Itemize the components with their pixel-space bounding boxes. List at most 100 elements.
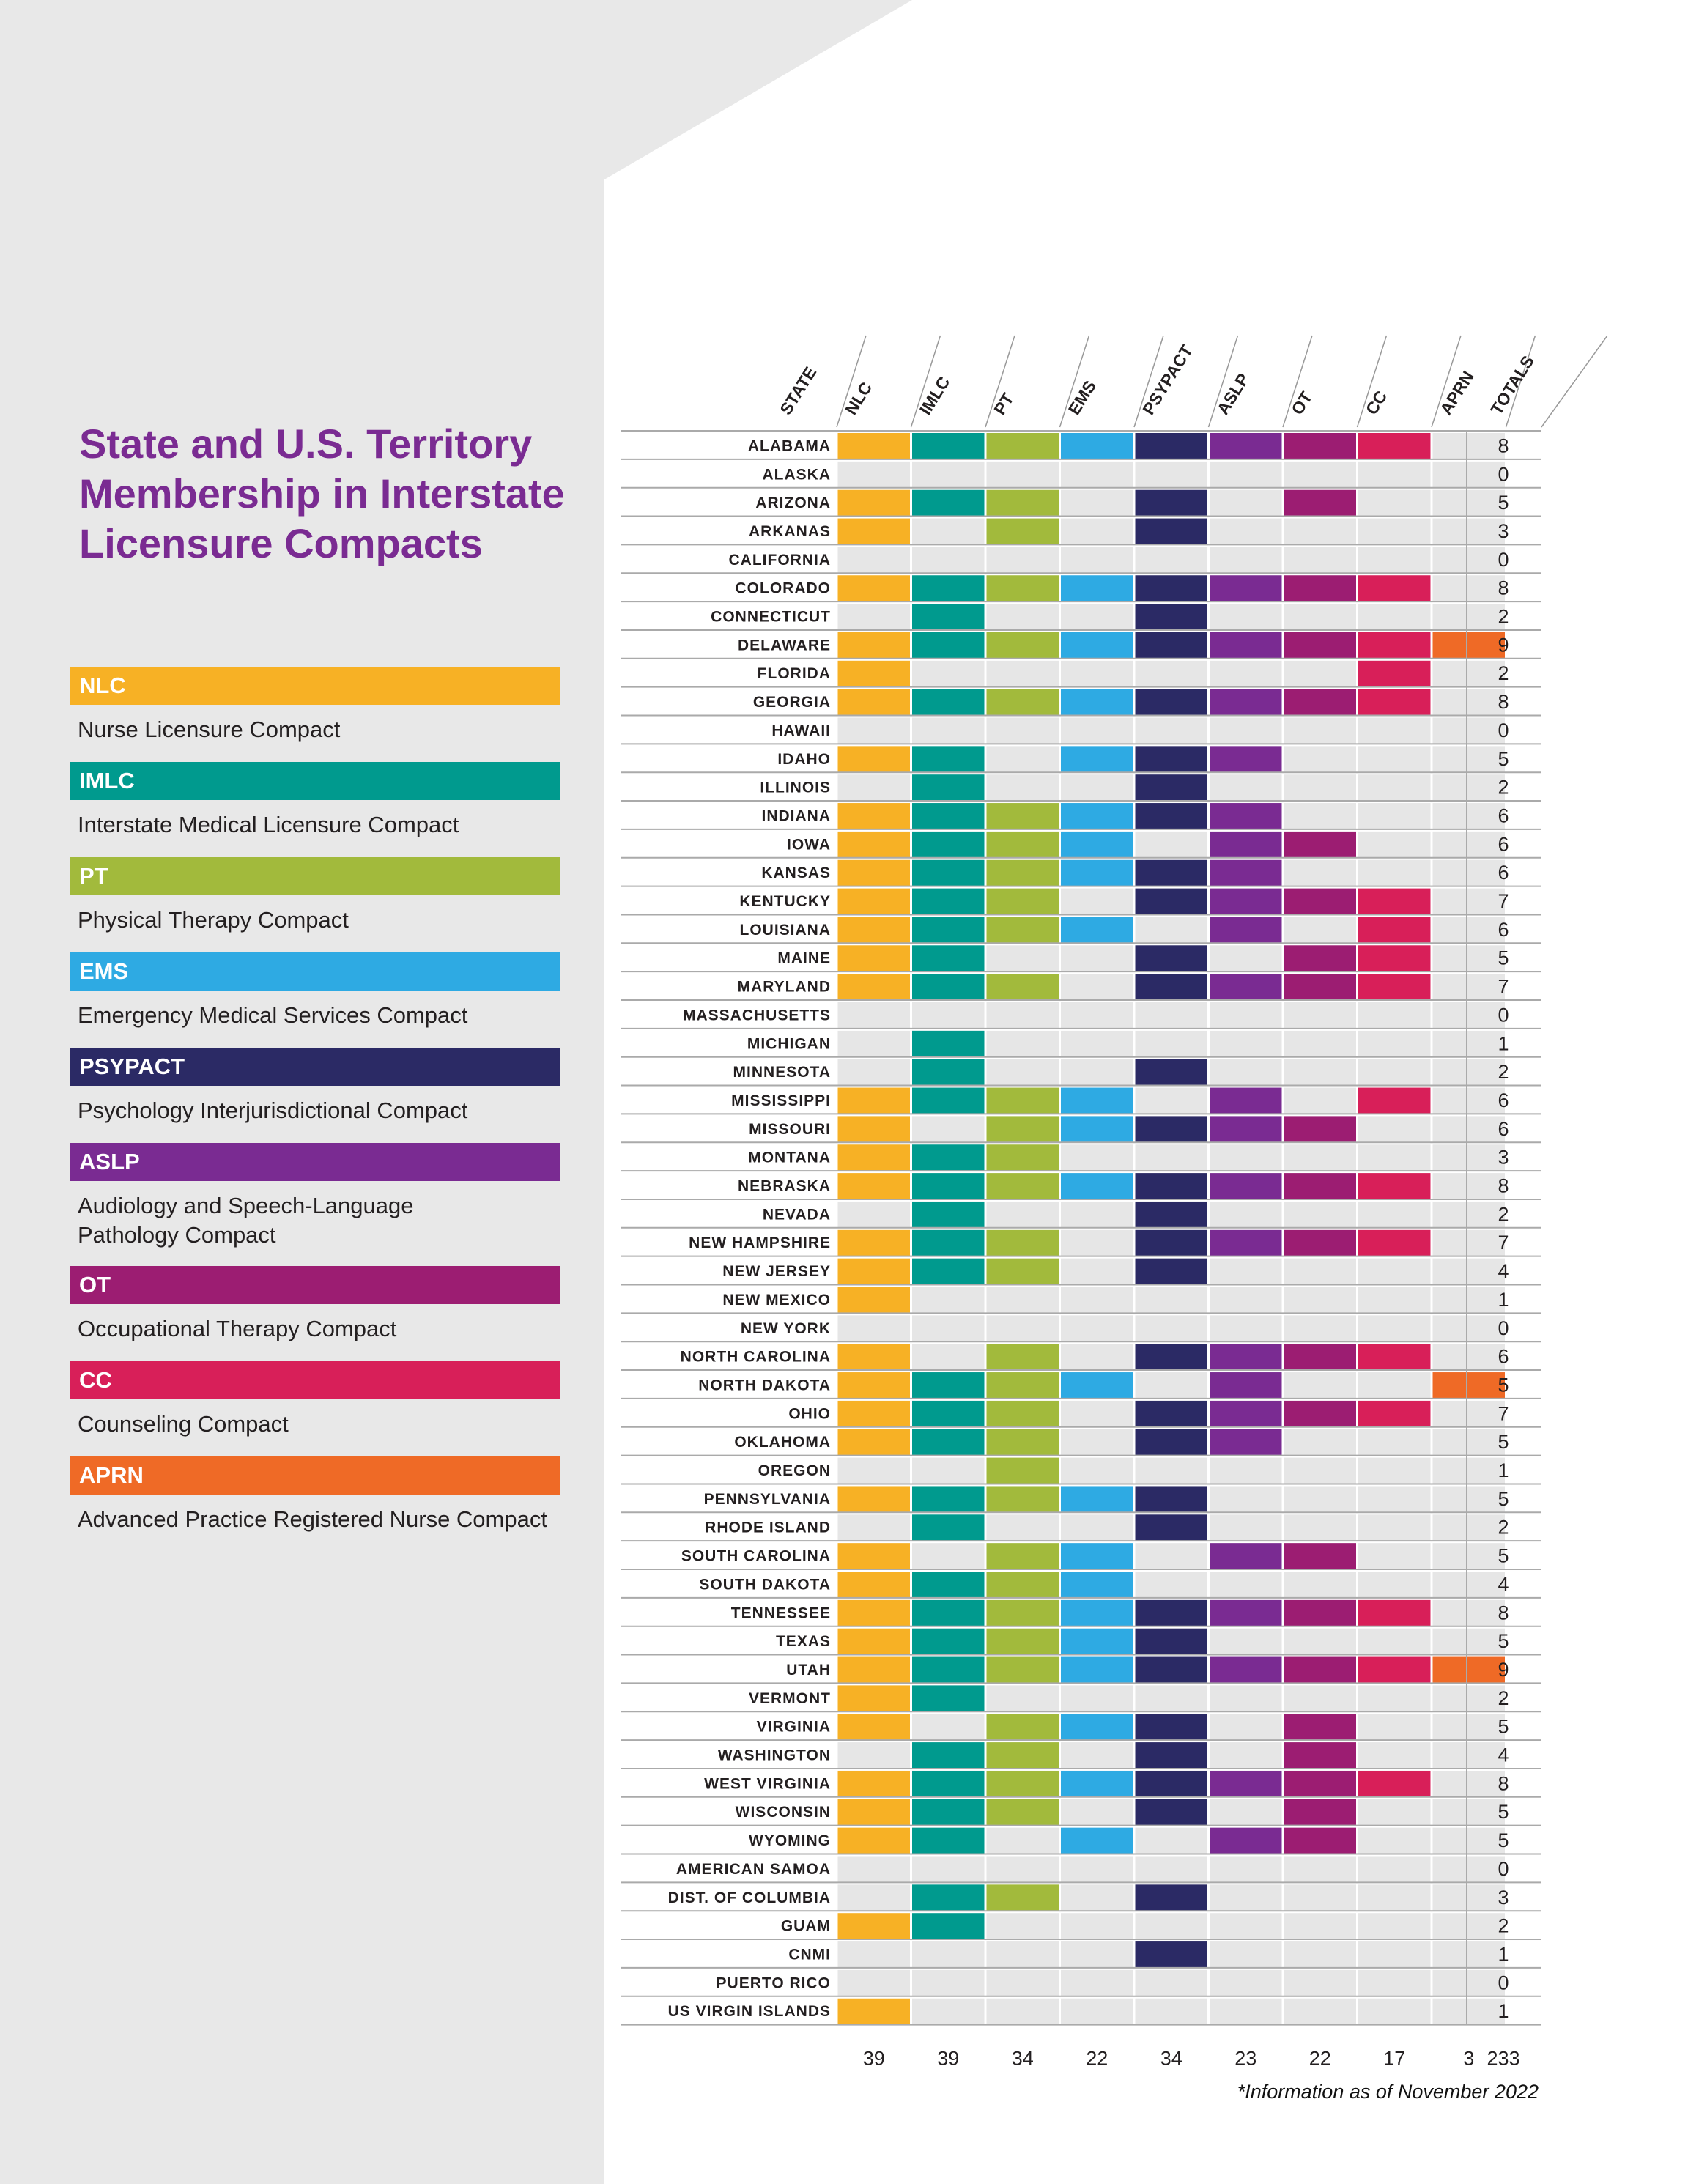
legend-swatch-aslp: ASLP <box>70 1143 560 1181</box>
cell-dist-of-columbia-nlc <box>837 1884 910 1911</box>
cell-texas-aslp <box>1210 1628 1282 1655</box>
row-label-ohio: OHIO <box>788 1405 831 1422</box>
cell-iowa-aslp <box>1210 831 1282 858</box>
header-divider <box>1541 335 1608 428</box>
cell-montana-cc <box>1358 1144 1431 1171</box>
cell-south-carolina-psypact <box>1135 1543 1207 1569</box>
cell-alabama-pt <box>986 433 1059 459</box>
legend-swatch-pt: PT <box>70 857 560 895</box>
cell-american-samoa-aprn <box>1432 1856 1505 1883</box>
cell-maryland-nlc <box>837 974 910 1000</box>
row-label-rhode-island: RHODE ISLAND <box>705 1519 831 1536</box>
cell-wyoming-pt <box>986 1827 1059 1854</box>
cell-wisconsin-cc <box>1358 1799 1431 1826</box>
cell-missouri-imlc <box>912 1116 985 1143</box>
header-label-state: STATE <box>776 363 820 418</box>
cell-american-samoa-aslp <box>1210 1856 1282 1883</box>
row-total-cnmi: 1 <box>1498 1943 1509 1965</box>
cell-georgia-aprn <box>1432 689 1505 716</box>
cell-maryland-ems <box>1061 974 1133 1000</box>
cell-arizona-aslp <box>1210 489 1282 517</box>
cell-puerto-rico-psypact <box>1135 1969 1207 1996</box>
cell-west-virginia-nlc <box>837 1770 910 1797</box>
cell-illinois-aprn <box>1432 774 1505 802</box>
cell-guam-imlc <box>912 1913 985 1940</box>
header-divider <box>985 335 1015 428</box>
cell-arizona-nlc <box>837 489 910 517</box>
cell-wisconsin-ot <box>1284 1799 1356 1826</box>
cell-nebraska-aslp <box>1210 1173 1282 1199</box>
row-total-new-hampshire: 7 <box>1498 1232 1509 1254</box>
cell-pennsylvania-ot <box>1284 1486 1356 1513</box>
cell-west-virginia-aslp <box>1210 1770 1282 1797</box>
cell-indiana-ot <box>1284 803 1356 829</box>
header-label-psypact: PSYPACT <box>1139 341 1196 418</box>
row-label-colorado: COLORADO <box>736 580 832 597</box>
row-total-idaho: 5 <box>1498 748 1509 770</box>
cell-tennessee-ot <box>1284 1599 1356 1626</box>
cell-new-hampshire-aprn <box>1432 1229 1505 1256</box>
cell-new-jersey-aprn <box>1432 1258 1505 1285</box>
cell-mississippi-ot <box>1284 1087 1356 1114</box>
cell-wisconsin-pt <box>986 1799 1059 1826</box>
cell-us-virgin-islands-aprn <box>1432 1998 1505 2025</box>
cell-connecticut-psypact <box>1135 604 1207 630</box>
cell-new-hampshire-ems <box>1061 1229 1133 1256</box>
cell-indiana-pt <box>986 803 1059 829</box>
cell-montana-imlc <box>912 1144 985 1171</box>
cell-hawaii-cc <box>1358 717 1431 744</box>
row-label-michigan: MICHIGAN <box>747 1035 831 1052</box>
cell-guam-nlc <box>837 1913 910 1940</box>
cell-alabama-aprn <box>1432 433 1505 459</box>
cell-virginia-imlc <box>912 1714 985 1741</box>
cell-florida-imlc <box>912 660 985 687</box>
cell-oregon-imlc <box>912 1457 985 1484</box>
row-total-kansas: 6 <box>1498 862 1509 884</box>
cell-pennsylvania-pt <box>986 1486 1059 1513</box>
row-label-vermont: VERMONT <box>749 1690 831 1707</box>
cell-colorado-aprn <box>1432 575 1505 602</box>
cell-nevada-pt <box>986 1201 1059 1228</box>
cell-hawaii-imlc <box>912 717 985 744</box>
cell-new-mexico-ems <box>1061 1287 1133 1314</box>
cell-hawaii-aprn <box>1432 717 1505 744</box>
cell-oregon-aprn <box>1432 1457 1505 1484</box>
cell-oklahoma-psypact <box>1135 1429 1207 1456</box>
cell-idaho-aprn <box>1432 746 1505 773</box>
cell-arkanas-cc <box>1358 518 1431 545</box>
row-total-alabama: 8 <box>1498 434 1509 456</box>
cell-connecticut-ems <box>1061 604 1133 630</box>
cell-louisiana-ems <box>1061 917 1133 944</box>
cell-rhode-island-aprn <box>1432 1514 1505 1541</box>
cell-south-carolina-cc <box>1358 1543 1431 1569</box>
cell-montana-psypact <box>1135 1144 1207 1171</box>
cell-colorado-ems <box>1061 575 1133 602</box>
cell-alaska-aslp <box>1210 461 1282 488</box>
cell-nebraska-cc <box>1358 1173 1431 1199</box>
cell-virginia-cc <box>1358 1714 1431 1741</box>
cell-tennessee-pt <box>986 1599 1059 1626</box>
row-total-rhode-island: 2 <box>1498 1517 1509 1539</box>
cell-alabama-ems <box>1061 433 1133 459</box>
cell-kentucky-cc <box>1358 888 1431 915</box>
cell-utah-ot <box>1284 1656 1356 1684</box>
cell-wyoming-aprn <box>1432 1827 1505 1854</box>
cell-michigan-psypact <box>1135 1030 1207 1057</box>
cell-minnesota-aprn <box>1432 1059 1505 1086</box>
cell-north-carolina-imlc <box>912 1344 985 1371</box>
cell-arkanas-ems <box>1061 518 1133 545</box>
cell-colorado-psypact <box>1135 575 1207 602</box>
cell-missouri-aslp <box>1210 1116 1282 1143</box>
cell-maine-pt <box>986 945 1059 972</box>
row-label-alaska: ALASKA <box>763 466 832 483</box>
cell-arizona-ems <box>1061 489 1133 517</box>
legend: NLC Nurse Licensure Compact IMLC Interst… <box>70 667 560 1552</box>
row-total-minnesota: 2 <box>1498 1061 1509 1083</box>
cell-kentucky-ot <box>1284 888 1356 915</box>
cell-pennsylvania-nlc <box>837 1486 910 1513</box>
cell-iowa-aprn <box>1432 831 1505 858</box>
cell-new-york-imlc <box>912 1315 985 1342</box>
cell-florida-aslp <box>1210 660 1282 687</box>
column-total-cc: 17 <box>1383 2048 1405 2070</box>
cell-delaware-ems <box>1061 632 1133 659</box>
